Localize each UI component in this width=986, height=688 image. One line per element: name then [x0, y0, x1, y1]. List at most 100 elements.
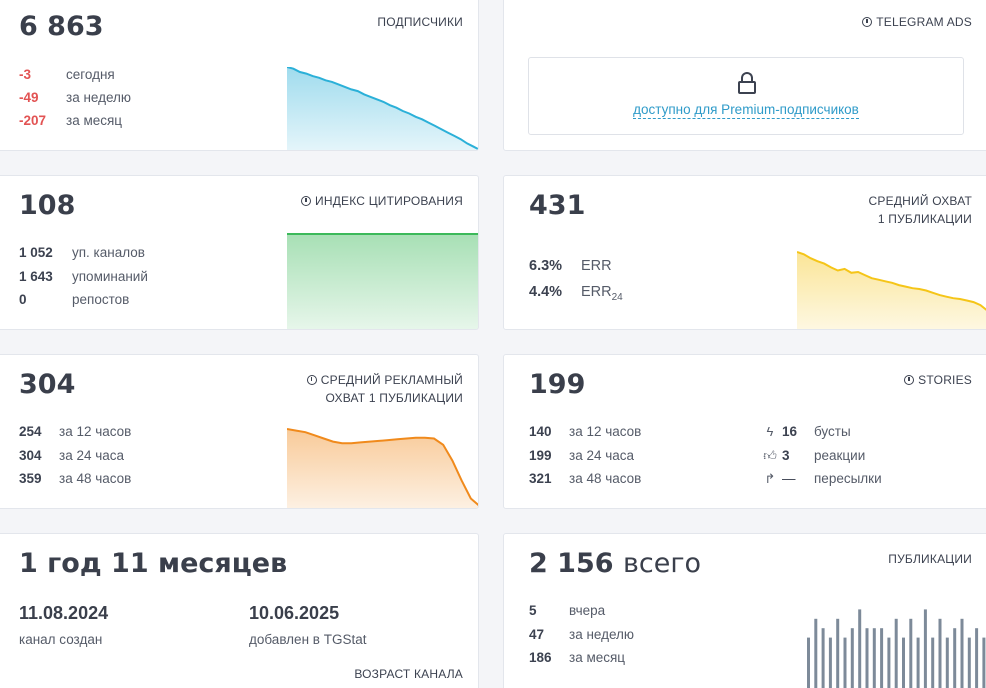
publications-header: ПУБЛИКАЦИИ [888, 552, 972, 566]
stat-label: бусты [814, 424, 851, 439]
ad-reach-series-area [287, 429, 478, 508]
ad-reach-card[interactable]: 304 СРЕДНИЙ РЕКЛАМНЫЙ ОХВАТ 1 ПУБЛИКАЦИИ … [0, 354, 479, 509]
avg-reach-title-line2: 1 ПУБЛИКАЦИИ [877, 212, 972, 226]
subscribers-sparkline [287, 67, 478, 150]
premium-link[interactable]: доступно для Premium-подписчиков [529, 102, 963, 119]
added-label: добавлен в TGStat [249, 632, 367, 647]
avg-reach-header: СРЕДНИЙ ОХВАТ 1 ПУБЛИКАЦИИ [869, 192, 972, 228]
channel-age-card[interactable]: 1 год 11 месяцев 11.08.2024 канал создан… [0, 533, 479, 688]
subscribers-series-line [287, 67, 478, 150]
ad-reach-sparkline [287, 428, 478, 508]
subscribers-series-area [287, 67, 478, 150]
stat-label: пересылки [814, 471, 882, 486]
forward-arrow-icon: ↱ [764, 471, 776, 486]
premium-link-text[interactable]: доступно для Premium-подписчиков [633, 102, 859, 119]
stories-header: STORIES [904, 371, 972, 389]
thumbs-up-icon: 👍︎ [763, 448, 777, 463]
subscribers-row-today: -3 сегодня [19, 63, 115, 87]
publications-bar [953, 628, 957, 688]
stat-label: за неделю [569, 627, 635, 642]
publications-row: 186 за месяц [529, 646, 625, 670]
stories-row: 140 за 12 часов [529, 420, 641, 444]
premium-lock-box[interactable]: доступно для Premium-подписчиков [528, 57, 964, 135]
publications-count-word: всего [622, 548, 702, 579]
stat-label: реакции [814, 448, 866, 463]
publications-bar [850, 628, 854, 688]
stat-value: 6.3% [529, 258, 563, 274]
stat-value: 254 [19, 424, 42, 439]
publications-bar [967, 637, 971, 688]
citation-value: 108 [19, 190, 76, 221]
stat-label: уп. каналов [72, 245, 145, 260]
publications-bar-chart [807, 609, 986, 688]
publications-bar [982, 637, 986, 688]
publications-bar [916, 637, 920, 688]
ad-reach-row: 359 за 48 часов [19, 467, 131, 491]
avg-reach-title-line1: СРЕДНИЙ ОХВАТ [868, 194, 972, 208]
stat-value: — [782, 471, 796, 486]
publications-bar [931, 637, 935, 688]
subscribers-card[interactable]: 6 863 ПОДПИСЧИКИ -3 сегодня -49 за неделю … [0, 0, 479, 151]
stories-row: 199 за 24 часа [529, 444, 634, 468]
stories-card[interactable]: 199 STORIES 140 за 12 часов 199 за 24 часа… [503, 354, 986, 509]
added-date: 10.06.2025 [249, 603, 340, 623]
boosts-row: ϟ 16 бусты [762, 420, 851, 444]
publications-bar [865, 628, 869, 688]
stat-value: 359 [19, 471, 42, 486]
ad-reach-title-line2: ОХВАТ 1 ПУБЛИКАЦИИ [325, 391, 463, 405]
err24-row: 4.4% ERR24 [529, 281, 623, 309]
stat-label: за неделю [66, 90, 132, 105]
publications-bar [975, 628, 979, 688]
ad-reach-row: 254 за 12 часов [19, 420, 131, 444]
stat-label: сегодня [66, 67, 115, 82]
info-icon [306, 375, 317, 385]
citation-header: ИНДЕКС ЦИТИРОВАНИЯ [301, 192, 463, 210]
stat-value: 1 643 [19, 269, 53, 284]
publications-bar [843, 637, 847, 688]
citation-series-area [287, 234, 478, 329]
publications-bar [902, 637, 905, 688]
telegram-ads-header: TELEGRAM ADS [862, 13, 972, 31]
info-icon [862, 17, 873, 27]
publications-bar [960, 618, 964, 688]
publications-row: 47 за неделю [529, 623, 634, 647]
citation-row: 1 643 упоминаний [19, 265, 148, 289]
publications-bar [858, 609, 862, 688]
ad-reach-title-line1: СРЕДНИЙ РЕКЛАМНЫЙ [320, 373, 463, 387]
channel-age-footer: ВОЗРАСТ КАНАЛА [354, 667, 463, 681]
subscribers-header: ПОДПИСЧИКИ [377, 15, 463, 29]
avg-reach-sparkline [797, 251, 986, 329]
lightning-icon: ϟ [766, 424, 774, 439]
stories-value: 199 [529, 369, 586, 400]
publications-count: 2 156 [529, 548, 614, 579]
stat-label: репостов [72, 292, 130, 307]
avg-reach-series-area [797, 252, 986, 329]
publications-bar [836, 618, 840, 688]
created-label: канал создан [19, 632, 103, 647]
stat-value: 4.4% [529, 284, 563, 300]
citation-sparkline [287, 233, 478, 329]
telegram-ads-card[interactable]: TELEGRAM ADS доступно для Premium-подпис… [503, 0, 986, 151]
publications-bar [828, 637, 832, 688]
stat-label-subscript: 24 [611, 291, 623, 303]
citation-card[interactable]: 108 ИНДЕКС ЦИТИРОВАНИЯ 1 052 уп. каналов … [0, 175, 479, 330]
stat-value: 16 [782, 424, 798, 439]
stat-label: за месяц [569, 650, 626, 665]
stat-label: за 24 часа [569, 448, 635, 463]
stat-label: за 48 часов [59, 471, 132, 486]
publications-bar [807, 637, 810, 688]
stat-value: -207 [19, 113, 47, 128]
stat-label: упоминаний [72, 269, 148, 284]
stat-value: -3 [19, 67, 32, 82]
err-row: 6.3% ERR [529, 255, 612, 279]
avg-reach-card[interactable]: 431 СРЕДНИЙ ОХВАТ 1 ПУБЛИКАЦИИ 6.3% ERR 4.… [503, 175, 986, 330]
stories-row: 321 за 48 часов [529, 467, 641, 491]
citation-row: 0 репостов [19, 288, 129, 312]
stat-value: 5 [529, 603, 537, 618]
publications-row: 5 вчера [529, 599, 605, 623]
publications-card[interactable]: 2 156 всего ПУБЛИКАЦИИ 5 вчера 47 за недел… [503, 533, 986, 688]
stat-label: за месяц [66, 113, 123, 128]
created-date: 11.08.2024 [19, 603, 109, 623]
avg-reach-series-line [797, 251, 986, 311]
reactions-row: 👍︎ 3 реакции [762, 444, 865, 468]
